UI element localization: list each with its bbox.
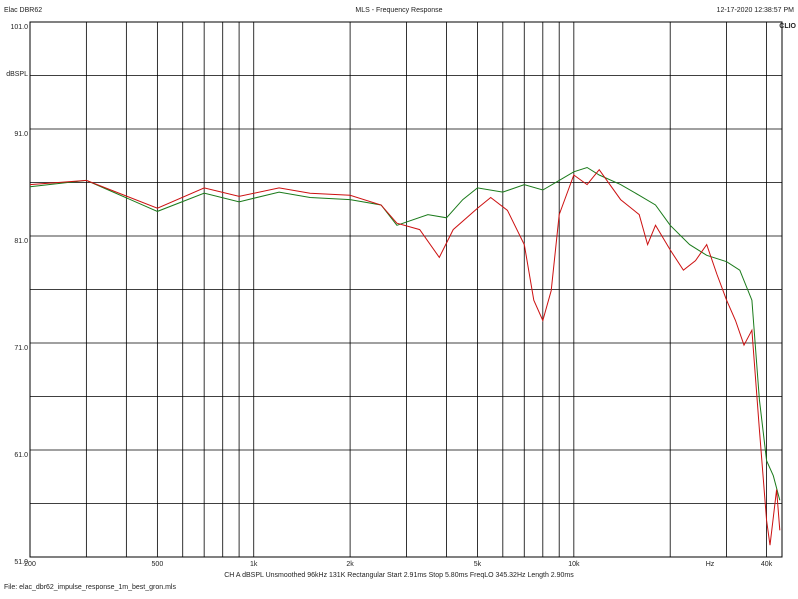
x-tick-label: 200 — [24, 561, 36, 568]
x-tick-label: 10k — [568, 561, 580, 568]
x-tick-label: 1k — [250, 561, 258, 568]
y-tick-label: 61.0 — [14, 452, 28, 459]
chart-title: MLS - Frequency Response — [355, 7, 442, 14]
y-axis-label: dBSPL — [6, 71, 28, 78]
x-tick-label: 40k — [761, 561, 773, 568]
header-left: Elac DBR62 — [4, 7, 42, 14]
footer-file: File: elac_dbr62_impulse_response_1m_bes… — [4, 584, 176, 591]
x-tick-label: 2k — [346, 561, 354, 568]
brand: CLIO — [779, 23, 796, 30]
x-tick-label: 5k — [474, 561, 482, 568]
x-axis-label: Hz — [706, 561, 715, 568]
response-curve — [29, 168, 781, 546]
y-tick-label: 81.0 — [14, 238, 28, 245]
y-tick-label: 101.0 — [10, 24, 28, 31]
y-tick-label: 91.0 — [14, 131, 28, 138]
x-tick-label: 500 — [152, 561, 164, 568]
response-curve — [29, 166, 781, 501]
y-tick-label: 51.0 — [14, 559, 28, 566]
footer-settings: CH A dBSPL Unsmoothed 96kHz 131K Rectang… — [224, 572, 574, 579]
timestamp: 12-17-2020 12:38:57 PM — [717, 7, 795, 14]
y-tick-label: 71.0 — [14, 345, 28, 352]
